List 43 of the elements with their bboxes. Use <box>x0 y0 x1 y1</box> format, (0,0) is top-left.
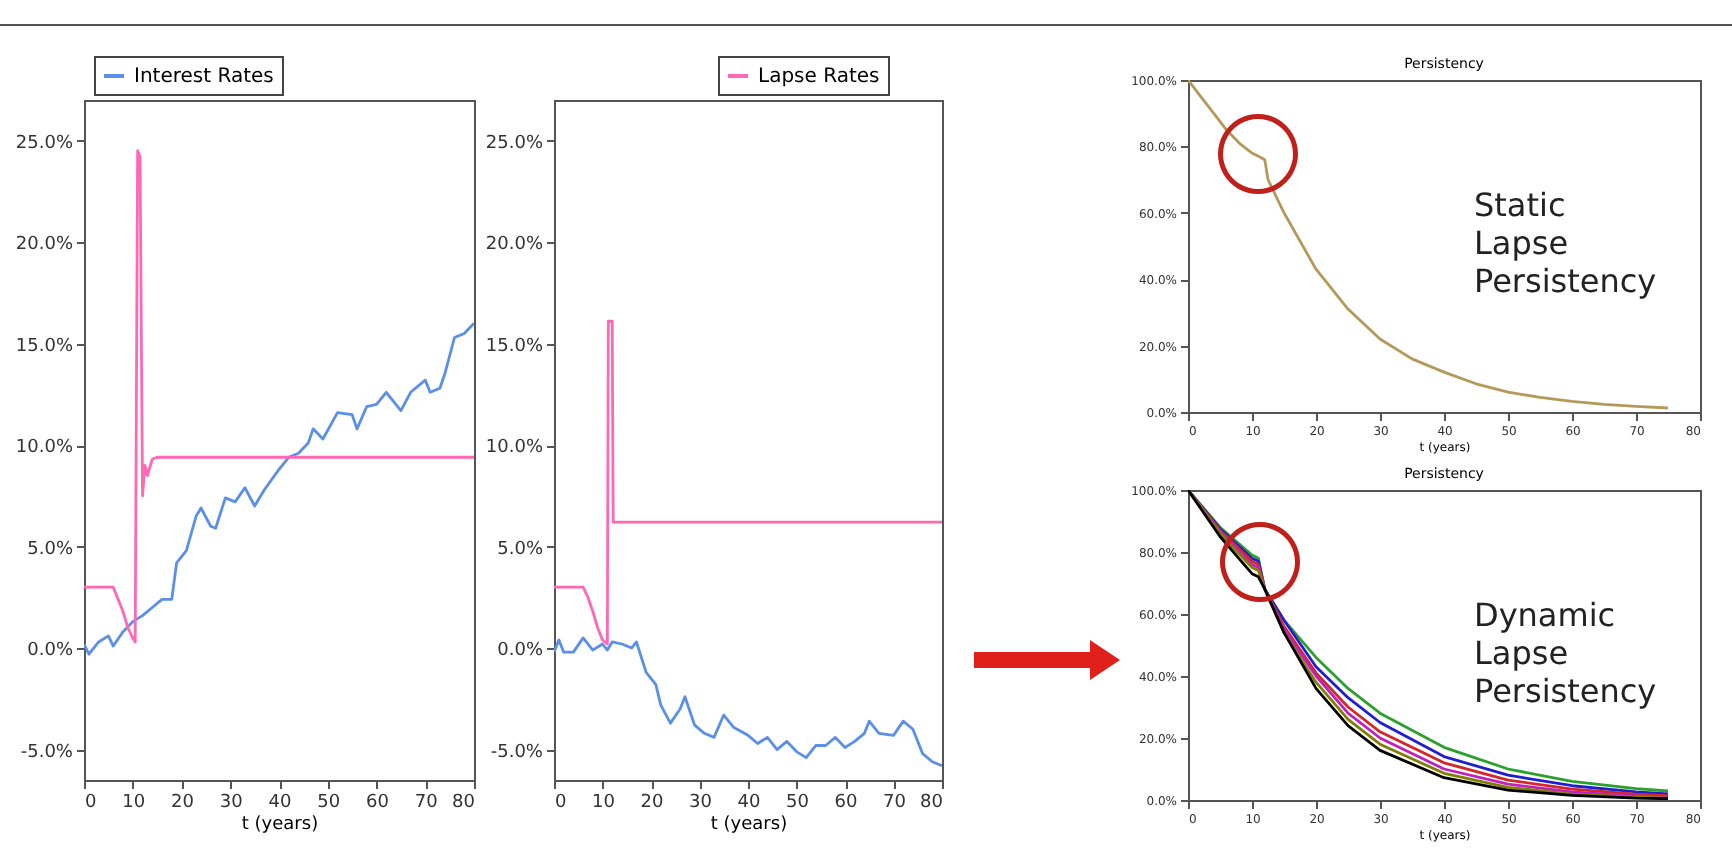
y-tick-label: 20.0% <box>485 235 544 256</box>
annotation: Dynamic Lapse Persistency <box>1474 596 1657 710</box>
y-tick-label: 5.0% <box>497 539 544 560</box>
x-tick-label: 30 <box>219 793 244 813</box>
y-tick-label: 10.0% <box>485 438 544 459</box>
x-tick-label: 40 <box>268 793 292 813</box>
line-series <box>554 319 942 646</box>
x-axis-title: t (years) <box>241 815 319 835</box>
line-series <box>84 149 474 644</box>
x-tick-label: 70 <box>883 793 907 813</box>
x-tick-label: 40 <box>737 793 761 813</box>
x-axis-title: t (years) <box>710 815 788 835</box>
y-tick-label: 0.0% <box>27 641 74 662</box>
y-tick-label: -5.0% <box>20 742 74 763</box>
legend-label: Lapse Rates <box>758 66 880 88</box>
y-tick-label: 5.0% <box>27 539 74 560</box>
annotation: Static Lapse Persistency <box>1474 186 1657 300</box>
x-tick-label: 60 <box>366 793 390 813</box>
line-series <box>1188 80 1670 410</box>
y-tick-label: 25.0% <box>15 133 74 154</box>
x-tick-label: 10 <box>122 793 146 813</box>
x-tick-label: 0 <box>85 793 97 813</box>
x-tick-label: 60 <box>834 793 858 813</box>
x-tick-label: 30 <box>689 793 713 813</box>
legend-label: Interest Rates <box>134 66 274 88</box>
y-tick-label: 0.0% <box>497 641 544 662</box>
x-tick-label: 20 <box>640 793 664 813</box>
y-tick-label: 25.0% <box>485 133 544 154</box>
y-tick-label: 15.0% <box>485 336 544 357</box>
x-tick-label: 70 <box>414 793 439 813</box>
x-tick-label: 0 <box>555 793 567 813</box>
x-tick-label: 80 <box>920 793 944 813</box>
y-tick-label: 10.0% <box>15 438 74 459</box>
x-tick-label: 10 <box>592 793 616 813</box>
x-tick-label: 50 <box>786 793 810 813</box>
y-tick-label: -5.0% <box>490 742 544 763</box>
x-tick-label: 20 <box>171 793 195 813</box>
x-tick-label: 80 <box>452 793 476 813</box>
y-tick-label: 20.0% <box>15 235 74 256</box>
line-series <box>84 321 474 656</box>
x-tick-label: 50 <box>317 793 341 813</box>
line-series <box>554 636 942 768</box>
y-tick-label: 15.0% <box>15 336 74 357</box>
